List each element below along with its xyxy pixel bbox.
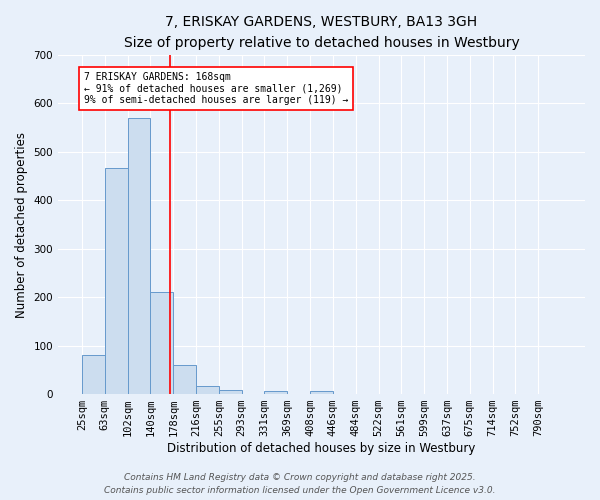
Bar xyxy=(196,386,219,394)
Bar xyxy=(310,391,333,394)
Bar xyxy=(265,390,287,394)
Bar xyxy=(82,356,105,394)
Bar xyxy=(105,168,128,394)
Text: Contains HM Land Registry data © Crown copyright and database right 2025.
Contai: Contains HM Land Registry data © Crown c… xyxy=(104,474,496,495)
X-axis label: Distribution of detached houses by size in Westbury: Distribution of detached houses by size … xyxy=(167,442,476,455)
Title: 7, ERISKAY GARDENS, WESTBURY, BA13 3GH
Size of property relative to detached hou: 7, ERISKAY GARDENS, WESTBURY, BA13 3GH S… xyxy=(124,15,520,50)
Text: 7 ERISKAY GARDENS: 168sqm
← 91% of detached houses are smaller (1,269)
9% of sem: 7 ERISKAY GARDENS: 168sqm ← 91% of detac… xyxy=(84,72,348,105)
Bar xyxy=(151,292,173,394)
Bar xyxy=(128,118,151,394)
Y-axis label: Number of detached properties: Number of detached properties xyxy=(15,132,28,318)
Bar xyxy=(219,390,242,394)
Bar xyxy=(173,365,196,394)
